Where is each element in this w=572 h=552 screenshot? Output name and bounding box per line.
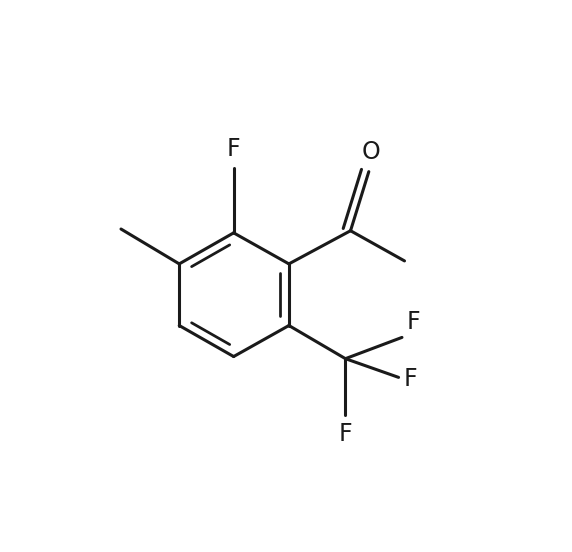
Text: F: F xyxy=(404,368,418,391)
Text: O: O xyxy=(361,140,380,164)
Text: F: F xyxy=(227,136,240,161)
Text: F: F xyxy=(339,422,352,447)
Text: F: F xyxy=(407,310,420,334)
